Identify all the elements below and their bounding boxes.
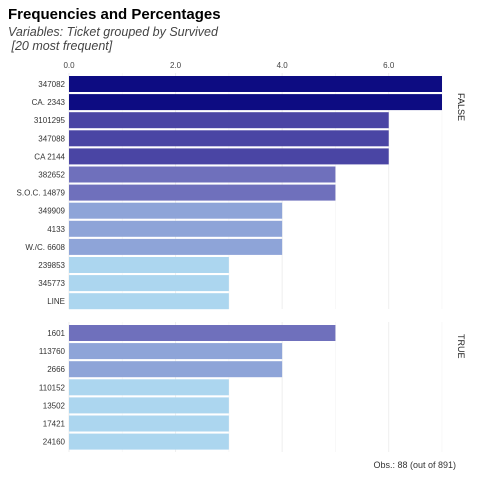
category-label: 349909	[38, 207, 65, 216]
bar	[69, 148, 389, 164]
x-tick-label: 6.0	[383, 61, 395, 70]
facet-strip-label: TRUE	[456, 334, 466, 359]
bar	[69, 76, 442, 92]
x-tick-label: 0.0	[63, 61, 75, 70]
bar	[69, 325, 335, 341]
category-label: 239853	[38, 261, 65, 270]
category-label: 347088	[38, 134, 65, 143]
category-label: 2666	[47, 365, 65, 374]
category-label: 17421	[43, 420, 66, 429]
category-label: 1601	[47, 329, 65, 338]
bar	[69, 397, 229, 413]
category-label: W./C. 6608	[25, 243, 65, 252]
category-label: CA. 2343	[32, 98, 66, 107]
bar	[69, 130, 389, 146]
category-label: 13502	[43, 401, 66, 410]
bar	[69, 293, 229, 309]
category-label: CA 2144	[34, 152, 65, 161]
bar	[69, 203, 282, 219]
x-tick-label: 2.0	[170, 61, 182, 70]
bar	[69, 167, 335, 183]
x-tick-label: 4.0	[277, 61, 289, 70]
bar	[69, 239, 282, 255]
bar	[69, 221, 282, 237]
category-label: 382652	[38, 171, 65, 180]
category-label: 3101295	[34, 116, 66, 125]
category-label: 110152	[39, 383, 66, 392]
bar	[69, 257, 229, 273]
category-label: LINE	[47, 297, 65, 306]
observation-count: Obs.: 88 (out of 891)	[373, 460, 456, 470]
category-label: 347082	[38, 80, 65, 89]
category-label: S.O.C. 14879	[17, 189, 66, 198]
bar	[69, 379, 229, 395]
bar	[69, 361, 282, 377]
bar	[69, 434, 229, 450]
category-label: 113760	[39, 347, 66, 356]
category-label: 345773	[38, 279, 65, 288]
bar	[69, 185, 335, 201]
bar	[69, 112, 389, 128]
bar	[69, 275, 229, 291]
bar	[69, 94, 442, 110]
facet-strip-label: FALSE	[456, 93, 466, 121]
category-label: 24160	[43, 438, 66, 447]
category-label: 4133	[47, 225, 65, 234]
bar	[69, 343, 282, 359]
bar	[69, 416, 229, 432]
